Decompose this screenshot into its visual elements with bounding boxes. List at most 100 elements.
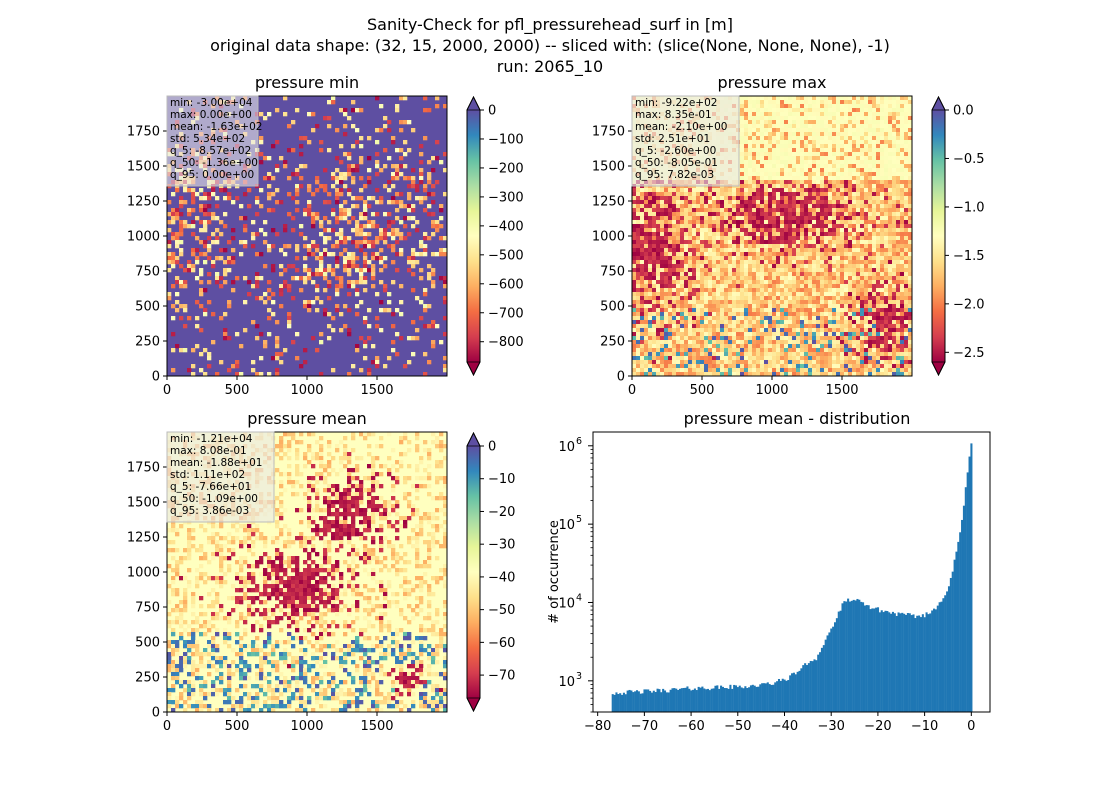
heatmap-cell xyxy=(179,316,184,321)
heatmap-cell xyxy=(896,96,901,101)
heatmap-cell xyxy=(764,104,769,109)
heatmap-cell xyxy=(387,200,392,205)
heatmap-cell xyxy=(844,252,849,257)
heatmap-cell xyxy=(343,212,348,217)
heatmap-cell xyxy=(824,136,829,141)
heatmap-cell xyxy=(383,240,388,245)
heatmap-cell xyxy=(856,240,861,245)
heatmap-cell xyxy=(431,340,436,345)
heatmap-cell xyxy=(676,300,681,305)
heatmap-cell xyxy=(884,264,889,269)
heatmap-cell xyxy=(784,264,789,269)
heatmap-cell xyxy=(896,208,901,213)
heatmap-cell xyxy=(700,304,705,309)
heatmap-cell xyxy=(812,220,817,225)
heatmap-cell xyxy=(744,212,749,217)
heatmap-cell xyxy=(888,196,893,201)
heatmap-cell xyxy=(864,180,869,185)
heatmap-cell xyxy=(808,148,813,153)
heatmap-cell xyxy=(327,280,332,285)
heatmap-cell xyxy=(804,176,809,181)
heatmap-cell xyxy=(812,240,817,245)
heatmap-cell xyxy=(644,192,649,197)
heatmap-cell xyxy=(868,164,873,169)
heatmap-cell xyxy=(636,284,641,289)
heatmap-cell xyxy=(680,192,685,197)
heatmap-cell xyxy=(680,260,685,265)
heatmap-cell xyxy=(740,272,745,277)
heatmap-cell xyxy=(792,220,797,225)
heatmap-cell xyxy=(792,240,797,245)
heatmap-cell xyxy=(207,364,212,369)
heatmap-cell xyxy=(744,176,749,181)
heatmap-cell xyxy=(199,368,204,373)
heatmap-cell xyxy=(391,140,396,145)
heatmap-cell xyxy=(756,108,761,113)
heatmap-cell xyxy=(359,300,364,305)
heatmap-cell xyxy=(395,268,400,273)
heatmap-cell xyxy=(423,236,428,241)
heatmap-cell xyxy=(816,124,821,129)
heatmap-cell xyxy=(359,160,364,165)
heatmap-cell xyxy=(876,252,881,257)
heatmap-cell xyxy=(832,132,837,137)
heatmap-cell xyxy=(403,120,408,125)
heatmap-cell xyxy=(732,232,737,237)
heatmap-cell xyxy=(760,116,765,121)
heatmap-cell xyxy=(804,268,809,273)
heatmap-cell xyxy=(856,108,861,113)
heatmap-cell xyxy=(267,176,272,181)
heatmap-cell xyxy=(804,184,809,189)
heatmap-cell xyxy=(776,244,781,249)
heatmap-cell xyxy=(688,188,693,193)
heatmap-cell xyxy=(756,136,761,141)
heatmap-cell xyxy=(700,228,705,233)
heatmap-cell xyxy=(423,372,428,377)
heatmap-cell xyxy=(904,248,909,253)
heatmap-cell xyxy=(872,204,877,209)
heatmap-cell xyxy=(636,236,641,241)
heatmap-cell xyxy=(864,296,869,301)
heatmap-cell xyxy=(752,296,757,301)
heatmap-cell xyxy=(836,308,841,313)
heatmap-cell xyxy=(844,220,849,225)
heatmap-cell xyxy=(860,152,865,157)
heatmap-cell xyxy=(331,176,336,181)
heatmap-cell xyxy=(648,236,653,241)
heatmap-cell xyxy=(856,296,861,301)
heatmap-cell xyxy=(632,284,637,289)
heatmap-cell xyxy=(844,184,849,189)
heatmap-cell xyxy=(868,152,873,157)
heatmap-cell xyxy=(832,228,837,233)
heatmap-cell xyxy=(760,232,765,237)
heatmap-cell xyxy=(792,272,797,277)
heatmap-cell xyxy=(832,184,837,189)
heatmap-cell xyxy=(748,244,753,249)
heatmap-cell xyxy=(652,300,657,305)
heatmap-cell xyxy=(828,216,833,221)
heatmap-cell xyxy=(872,184,877,189)
heatmap-cell xyxy=(656,244,661,249)
heatmap-cell xyxy=(768,280,773,285)
heatmap-cell xyxy=(720,244,725,249)
heatmap-cell xyxy=(648,224,653,229)
heatmap-cell xyxy=(776,128,781,133)
heatmap-cell xyxy=(864,240,869,245)
heatmap-cell xyxy=(820,288,825,293)
heatmap-cell xyxy=(363,208,368,213)
heatmap-cell xyxy=(724,216,729,221)
heatmap-cell xyxy=(844,172,849,177)
heatmap-cell xyxy=(680,216,685,221)
heatmap-cell xyxy=(796,136,801,141)
heatmap-cell xyxy=(828,104,833,109)
heatmap-cell xyxy=(411,208,416,213)
heatmap-cell xyxy=(808,260,813,265)
heatmap-cell xyxy=(804,280,809,285)
heatmap-cell xyxy=(892,276,897,281)
heatmap-cell xyxy=(772,288,777,293)
heatmap-cell xyxy=(648,268,653,273)
heatmap-cell xyxy=(323,236,328,241)
heatmap-cell xyxy=(299,224,304,229)
heatmap-cell xyxy=(656,248,661,253)
heatmap-cell xyxy=(688,196,693,201)
